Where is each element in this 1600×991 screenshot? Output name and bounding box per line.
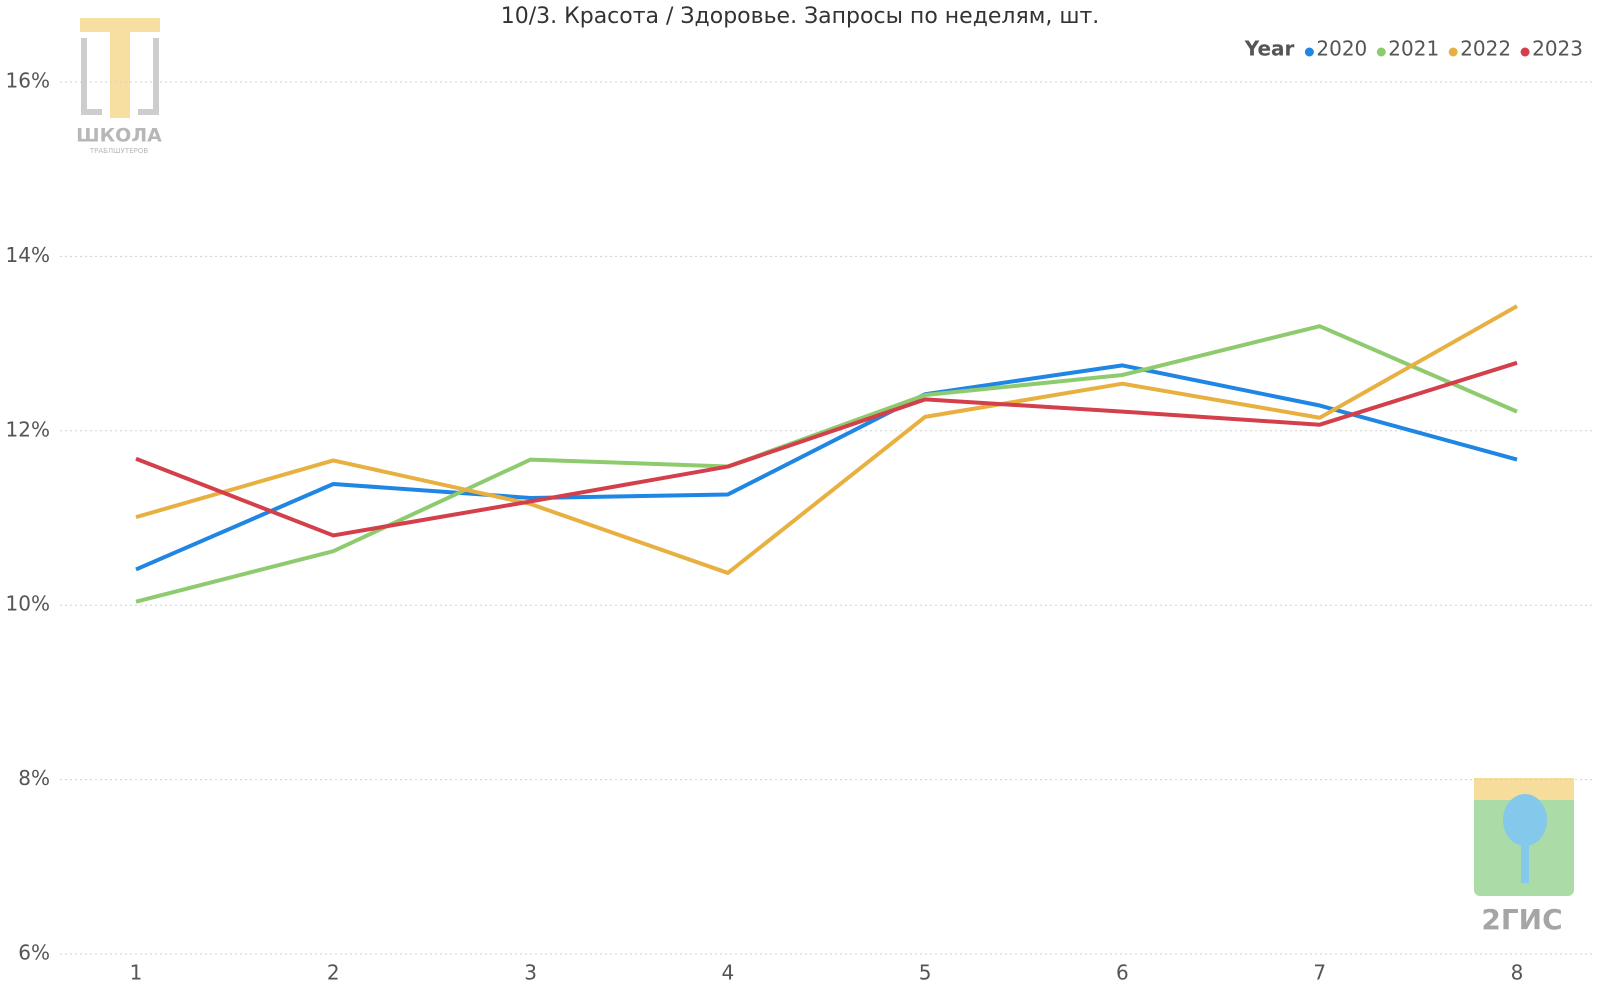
- legend-label: 2023: [1532, 37, 1583, 61]
- brand-logo: 2ГИС: [1474, 778, 1574, 936]
- brand-text: 2ГИС: [1481, 903, 1562, 936]
- y-tick-label: 8%: [18, 766, 50, 790]
- legend: Year 2020 2021 2022 2023: [1244, 37, 1583, 61]
- x-tick-label: 3: [524, 961, 537, 985]
- legend-marker: [1448, 47, 1458, 57]
- series-line: [135, 360, 1518, 538]
- logo-text: ШКОЛА: [76, 125, 162, 147]
- logo-subtext: ТРАБЛШУТЕРОВ: [89, 147, 149, 155]
- school-logo: ШКОЛА ТРАБЛШУТЕРОВ: [76, 18, 162, 155]
- x-tick-label: 2: [327, 961, 340, 985]
- series-line: [135, 363, 1518, 572]
- x-tick-label: 7: [1313, 961, 1326, 985]
- legend-title: Year: [1244, 37, 1295, 61]
- legend-marker: [1304, 47, 1314, 57]
- x-tick-label: 1: [130, 961, 143, 985]
- legend-label: 2022: [1460, 37, 1511, 61]
- x-tick-label: 4: [721, 961, 734, 985]
- y-tick-label: 12%: [6, 417, 50, 441]
- legend-marker: [1376, 47, 1386, 57]
- y-tick-label: 6%: [18, 941, 50, 965]
- x-tick-label: 8: [1511, 961, 1524, 985]
- x-tick-label: 5: [919, 961, 932, 985]
- chart-title: 10/3. Красота / Здоровье. Запросы по нед…: [501, 4, 1100, 29]
- series-line: [135, 324, 1518, 604]
- y-tick-label: 14%: [6, 243, 50, 267]
- y-tick-label: 10%: [6, 592, 50, 616]
- legend-label: 2020: [1316, 37, 1367, 61]
- y-tick-label: 16%: [6, 69, 50, 93]
- legend-marker: [1520, 47, 1530, 57]
- legend-label: 2021: [1388, 37, 1439, 61]
- series-line: [135, 304, 1518, 575]
- x-tick-label: 6: [1116, 961, 1129, 985]
